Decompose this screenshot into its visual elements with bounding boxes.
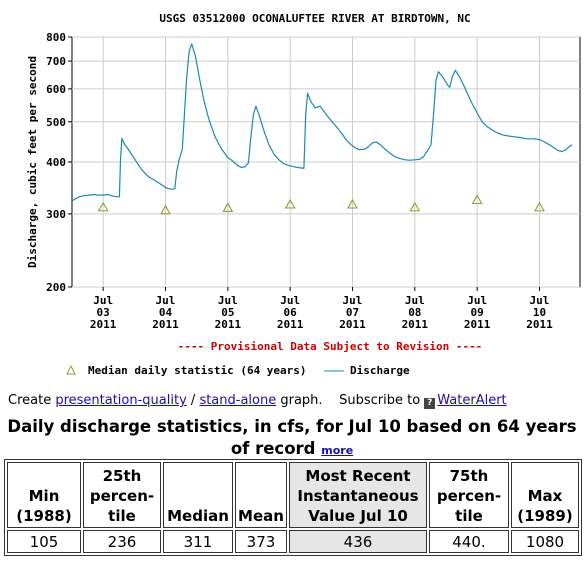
- header-median-text: Median: [167, 507, 229, 525]
- y-tick-label: 800: [46, 31, 66, 44]
- header-mean: Mean: [235, 462, 287, 528]
- header-max-text: Max (1989): [517, 487, 573, 525]
- x-tick-label: 06: [284, 306, 298, 319]
- y-tick-label: 600: [46, 83, 66, 96]
- graph-links-line: Create presentation-quality / stand-alon…: [8, 393, 507, 409]
- chart-title: USGS 03512000 OCONALUFTEE RIVER AT BIRDT…: [159, 12, 470, 25]
- link-separator: /: [186, 393, 200, 408]
- header-min-text: Min (1988): [16, 487, 72, 525]
- x-tick-label: Jul: [530, 294, 550, 307]
- x-tick-label: 2011: [152, 318, 179, 331]
- value-most-recent: 436: [289, 530, 427, 553]
- legend-median-marker: [66, 364, 76, 375]
- header-most-recent-text: Most Recent Instantaneous Value Jul 10: [297, 467, 419, 525]
- x-tick-label: Jul: [93, 294, 113, 307]
- value-25th-percentile: 236: [83, 530, 161, 553]
- x-tick-label: 2011: [339, 318, 366, 331]
- header-75th-percentile-text: 75th percen-tile: [436, 467, 502, 525]
- x-tick-label: Jul: [467, 294, 487, 307]
- create-text: Create: [8, 393, 56, 408]
- y-tick-label: 700: [46, 55, 66, 68]
- x-tick-label: 10: [533, 306, 546, 319]
- stats-header-row: Min (1988) 25th percen-tile Median Mean Mo…: [7, 462, 579, 528]
- x-tick-label: 08: [408, 306, 421, 319]
- x-tick-label: 04: [159, 306, 173, 319]
- median-marker: [409, 201, 421, 212]
- y-tick-label: 300: [46, 208, 66, 221]
- x-tick-label: Jul: [280, 294, 300, 307]
- provisional-note: ---- Provisional Data Subject to Revisio…: [178, 340, 483, 353]
- presentation-quality-link[interactable]: presentation-quality: [55, 393, 187, 408]
- y-axis: 200 300 400 500 600 700 800: [46, 31, 72, 294]
- graph-text: graph.: [276, 393, 323, 408]
- median-marker: [347, 198, 358, 209]
- x-tick-label: Jul: [343, 294, 363, 307]
- x-tick-label: 2011: [277, 318, 304, 331]
- stand-alone-link[interactable]: stand-alone: [199, 393, 277, 408]
- more-link[interactable]: more: [321, 444, 354, 457]
- y-tick-label: 200: [46, 281, 66, 294]
- x-tick-label: 2011: [215, 318, 242, 331]
- median-marker: [160, 204, 171, 215]
- median-marker: [97, 201, 109, 212]
- value-median: 311: [163, 530, 233, 553]
- legend-discharge-label: Discharge: [350, 364, 410, 377]
- x-tick-label: Jul: [156, 294, 176, 307]
- value-min: 105: [7, 530, 81, 553]
- x-tick-label: 07: [346, 306, 359, 319]
- header-most-recent: Most Recent Instantaneous Value Jul 10: [289, 462, 427, 528]
- value-max: 1080: [511, 530, 579, 553]
- header-median: Median: [163, 462, 233, 528]
- x-tick-label: 2011: [464, 318, 491, 331]
- y-axis-label: Discharge, cubic feet per second: [26, 56, 39, 268]
- legend-median-label: Median daily statistic (64 years): [88, 364, 307, 377]
- x-tick-label: Jul: [218, 294, 238, 307]
- value-mean: 373: [235, 530, 287, 553]
- stats-title-text: Daily discharge statistics, in cfs, for …: [7, 417, 577, 458]
- legend: Median daily statistic (64 years) Discha…: [66, 364, 410, 377]
- discharge-chart: USGS 03512000 OCONALUFTEE RIVER AT BIRDT…: [26, 12, 581, 377]
- y-tick-label: 500: [46, 116, 66, 129]
- info-icon[interactable]: ?: [424, 398, 436, 409]
- discharge-line: [71, 43, 573, 202]
- x-tick-label: 09: [471, 306, 484, 319]
- median-marker: [471, 194, 483, 205]
- header-25th-percentile: 25th percen-tile: [83, 462, 161, 528]
- median-marker: [284, 198, 296, 209]
- median-marker: [222, 202, 234, 213]
- x-tick-label: 03: [97, 306, 110, 319]
- median-marker: [534, 201, 545, 212]
- value-75th-percentile: 440.: [429, 530, 509, 553]
- subscribe-text: Subscribe to: [339, 393, 425, 408]
- x-tick-label: 2011: [402, 318, 429, 331]
- series-layer: [71, 43, 573, 215]
- header-max: Max (1989): [511, 462, 579, 528]
- x-tick-label: 05: [221, 306, 234, 319]
- y-tick-label: 400: [46, 156, 66, 169]
- header-min: Min (1988): [7, 462, 81, 528]
- header-75th-percentile: 75th percen-tile: [429, 462, 509, 528]
- header-25th-percentile-text: 25th percen-tile: [89, 467, 155, 525]
- x-axis: Jul032011Jul042011Jul052011Jul062011Jul0…: [90, 287, 553, 331]
- stats-value-row: 105 236 311 373 436 440. 1080: [7, 530, 579, 553]
- header-mean-text: Mean: [238, 507, 284, 525]
- grid-lines: [72, 36, 580, 288]
- stats-table: Min (1988) 25th percen-tile Median Mean Mo…: [4, 459, 582, 556]
- x-tick-label: 2011: [526, 318, 553, 331]
- wateralert-link[interactable]: WaterAlert: [437, 393, 507, 408]
- stats-title: Daily discharge statistics, in cfs, for …: [0, 416, 584, 462]
- x-tick-label: Jul: [405, 294, 425, 307]
- x-tick-label: 2011: [90, 318, 117, 331]
